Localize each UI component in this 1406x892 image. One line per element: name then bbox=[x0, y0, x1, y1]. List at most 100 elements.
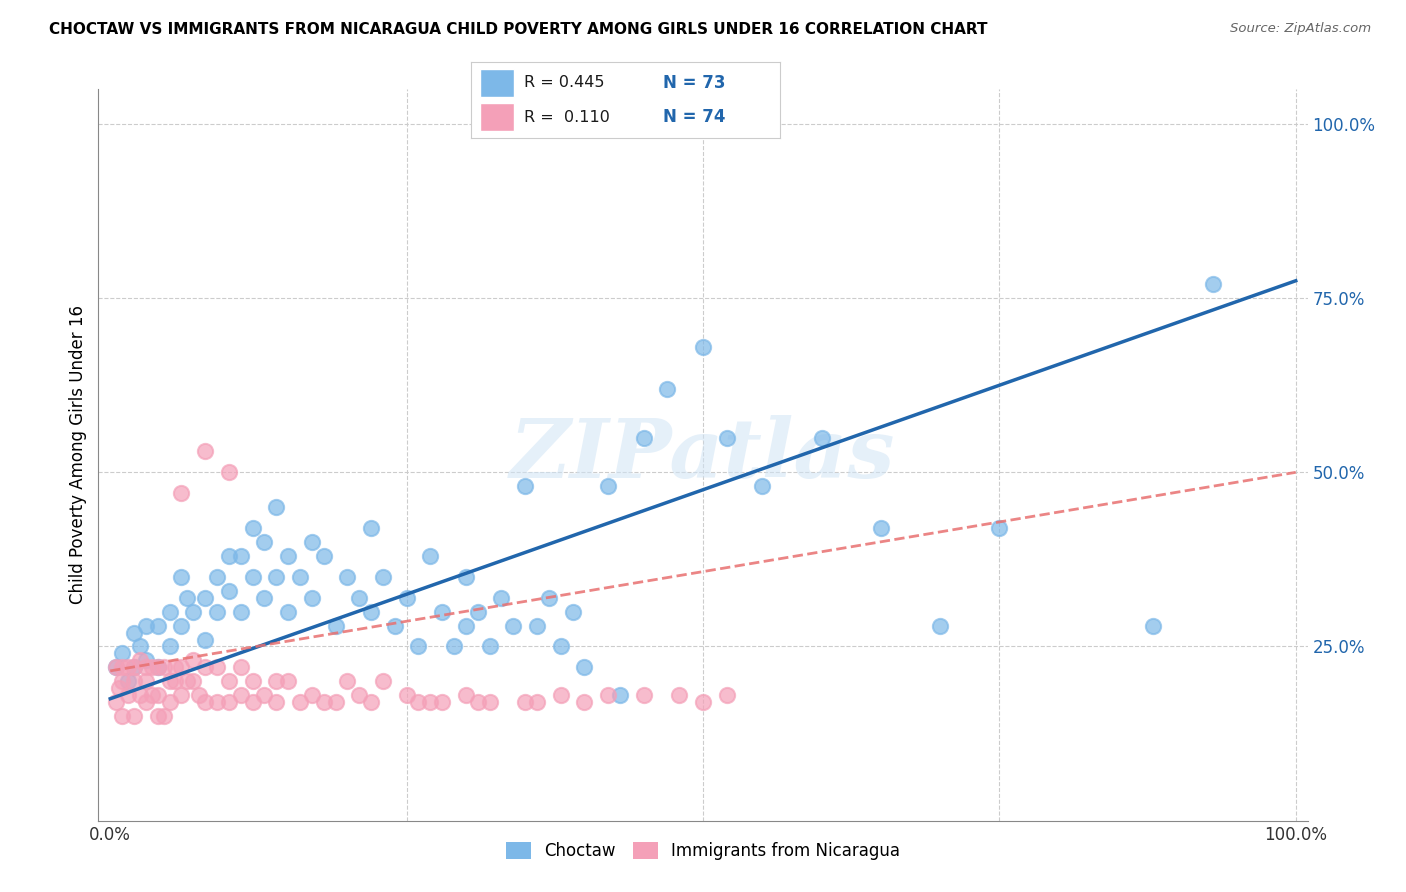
Point bbox=[135, 618, 157, 632]
Point bbox=[159, 605, 181, 619]
Point bbox=[170, 486, 193, 500]
Point bbox=[165, 674, 187, 689]
Point bbox=[152, 660, 174, 674]
Point bbox=[443, 640, 465, 654]
FancyBboxPatch shape bbox=[481, 70, 515, 96]
FancyBboxPatch shape bbox=[481, 103, 515, 130]
Point bbox=[633, 688, 655, 702]
Point bbox=[229, 688, 252, 702]
Point bbox=[105, 660, 128, 674]
Point bbox=[242, 570, 264, 584]
Point bbox=[218, 466, 240, 480]
Point bbox=[242, 674, 264, 689]
Point bbox=[242, 521, 264, 535]
Point bbox=[170, 660, 193, 674]
Point bbox=[668, 688, 690, 702]
Point bbox=[432, 695, 454, 709]
Point bbox=[242, 695, 264, 709]
Point bbox=[325, 618, 347, 632]
Point bbox=[218, 674, 240, 689]
Point bbox=[692, 340, 714, 354]
Point bbox=[188, 688, 211, 702]
Point bbox=[117, 660, 139, 674]
Point bbox=[165, 660, 187, 674]
Point bbox=[229, 549, 252, 563]
Point bbox=[395, 688, 418, 702]
Point bbox=[264, 674, 287, 689]
Point bbox=[716, 430, 738, 444]
Point bbox=[129, 653, 152, 667]
Point bbox=[122, 625, 145, 640]
Point bbox=[312, 549, 335, 563]
Point bbox=[105, 695, 128, 709]
Point bbox=[869, 521, 891, 535]
Point bbox=[253, 688, 276, 702]
Legend: Choctaw, Immigrants from Nicaragua: Choctaw, Immigrants from Nicaragua bbox=[499, 836, 907, 867]
Point bbox=[360, 605, 382, 619]
Text: R = 0.445: R = 0.445 bbox=[523, 76, 605, 90]
Point bbox=[347, 591, 370, 605]
Point bbox=[491, 591, 513, 605]
Point bbox=[194, 695, 217, 709]
Point bbox=[360, 521, 382, 535]
Point bbox=[159, 674, 181, 689]
Point bbox=[288, 695, 311, 709]
Point bbox=[751, 479, 773, 493]
Point bbox=[159, 640, 181, 654]
Point bbox=[1202, 277, 1225, 292]
Text: ZIPatlas: ZIPatlas bbox=[510, 415, 896, 495]
Point bbox=[384, 618, 406, 632]
Point bbox=[146, 709, 169, 723]
Point bbox=[454, 618, 477, 632]
Point bbox=[146, 688, 169, 702]
Point bbox=[122, 660, 145, 674]
Point bbox=[194, 444, 217, 458]
Point bbox=[218, 695, 240, 709]
Point bbox=[170, 688, 193, 702]
Text: CHOCTAW VS IMMIGRANTS FROM NICARAGUA CHILD POVERTY AMONG GIRLS UNDER 16 CORRELAT: CHOCTAW VS IMMIGRANTS FROM NICARAGUA CHI… bbox=[49, 22, 987, 37]
Point bbox=[107, 681, 129, 696]
Point bbox=[122, 709, 145, 723]
Point bbox=[105, 660, 128, 674]
Point bbox=[135, 653, 157, 667]
Point bbox=[253, 591, 276, 605]
Point bbox=[598, 479, 620, 493]
Point bbox=[159, 695, 181, 709]
Point bbox=[264, 500, 287, 515]
Point bbox=[253, 535, 276, 549]
Point bbox=[205, 570, 228, 584]
Point bbox=[526, 695, 548, 709]
Point bbox=[181, 605, 204, 619]
Point bbox=[141, 688, 163, 702]
Point bbox=[419, 695, 441, 709]
Text: N = 74: N = 74 bbox=[662, 108, 725, 126]
Point bbox=[117, 674, 139, 689]
Point bbox=[1142, 618, 1164, 632]
Point bbox=[181, 674, 204, 689]
Point bbox=[218, 549, 240, 563]
Point bbox=[152, 709, 174, 723]
Point bbox=[170, 618, 193, 632]
Point bbox=[515, 695, 537, 709]
Y-axis label: Child Poverty Among Girls Under 16: Child Poverty Among Girls Under 16 bbox=[69, 305, 87, 605]
Point bbox=[609, 688, 631, 702]
Point bbox=[574, 695, 596, 709]
Text: Source: ZipAtlas.com: Source: ZipAtlas.com bbox=[1230, 22, 1371, 36]
Point bbox=[111, 647, 134, 661]
Point bbox=[526, 618, 548, 632]
Point bbox=[432, 605, 454, 619]
Point bbox=[146, 660, 169, 674]
Point bbox=[301, 535, 323, 549]
Point bbox=[502, 618, 524, 632]
Point bbox=[264, 570, 287, 584]
Point bbox=[336, 570, 359, 584]
Point bbox=[454, 688, 477, 702]
Point bbox=[176, 591, 198, 605]
Point bbox=[810, 430, 832, 444]
Point bbox=[478, 640, 501, 654]
Point bbox=[633, 430, 655, 444]
Point bbox=[194, 632, 217, 647]
Point bbox=[347, 688, 370, 702]
Point bbox=[988, 521, 1011, 535]
Point bbox=[146, 660, 169, 674]
